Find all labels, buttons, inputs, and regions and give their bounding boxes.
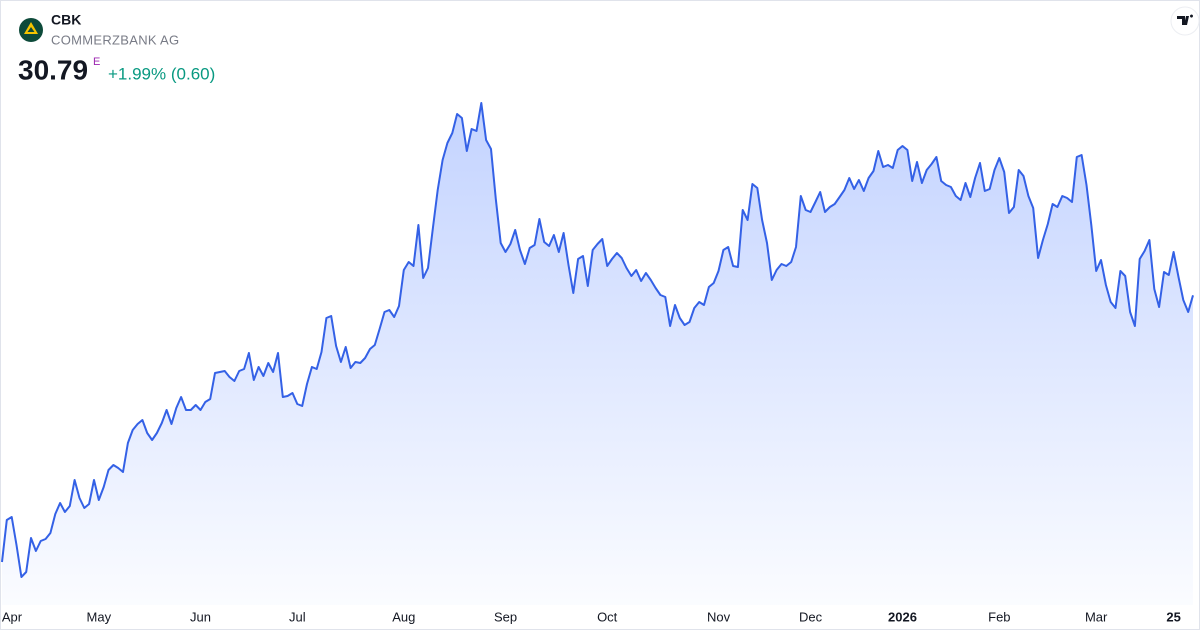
x-tick-label: Aug	[392, 609, 415, 624]
x-tick-label: Oct	[597, 609, 618, 624]
price-flag: E	[93, 56, 100, 68]
x-tick-label: 25	[1166, 609, 1180, 624]
x-tick-label: Dec	[799, 609, 823, 624]
x-tick-label: Jul	[289, 609, 306, 624]
symbol: CBK	[51, 12, 81, 28]
price-line	[1, 102, 1194, 578]
area-fill	[2, 103, 1193, 605]
x-tick-label: Apr	[2, 609, 23, 624]
tv-logo	[1170, 6, 1200, 36]
x-tick-label: Sep	[494, 609, 517, 624]
x-tick-label: Nov	[707, 609, 731, 624]
price: 30.79	[18, 54, 88, 85]
plot	[1, 102, 1194, 605]
price-change: +1.99% (0.60)	[108, 64, 215, 83]
logo-inner	[27, 27, 35, 32]
x-tick-label: May	[87, 609, 112, 624]
x-tick-label: 2026	[888, 609, 917, 624]
company-name: COMMERZBANK AG	[51, 32, 179, 47]
x-tick-label: Mar	[1085, 609, 1108, 624]
x-tick-label: Jun	[190, 609, 211, 624]
x-tick-label: Feb	[988, 609, 1010, 624]
